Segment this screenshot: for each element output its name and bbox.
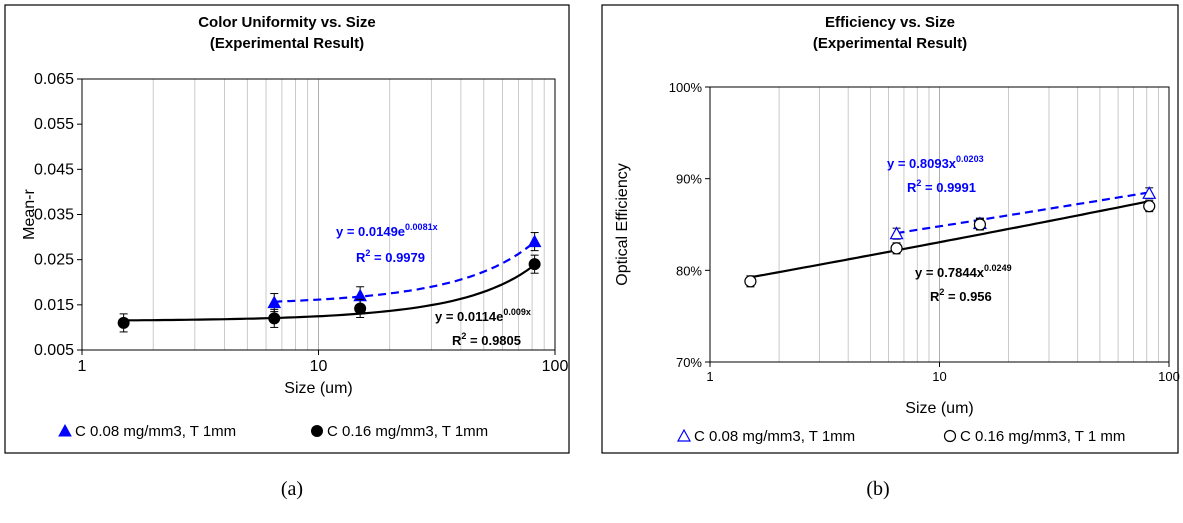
r-squared-label: R2 = 0.9979	[356, 248, 425, 265]
r-squared-value: = 0.9991	[921, 180, 976, 195]
data-point	[889, 226, 904, 240]
data-point	[1142, 186, 1157, 199]
x-axis-label: Size (um)	[284, 380, 352, 397]
r-squared-sup: 2	[916, 178, 921, 188]
y-tick-label: 0.025	[34, 252, 74, 269]
r-squared-prefix: R	[452, 333, 462, 348]
r-squared-prefix: R	[907, 180, 917, 195]
y-tick-label: 0.035	[34, 207, 74, 224]
chart-b-svg: Efficiency vs. Size (Experimental Result)…	[601, 4, 1180, 454]
chart-subtitle: (Experimental Result)	[813, 35, 967, 52]
y-axis-label: Mean-r	[21, 188, 38, 239]
y-tick-label: 100%	[669, 80, 703, 95]
y-tick-label: 0.055	[34, 116, 74, 133]
r-squared-label: R2 = 0.9805	[452, 331, 521, 348]
data-point	[354, 302, 367, 315]
legend-marker	[943, 429, 957, 443]
caption-a: (a)	[280, 478, 304, 500]
trendline-2	[750, 200, 1150, 279]
equation-base: y = 0.0149e	[336, 224, 405, 239]
chart-panel-b: Efficiency vs. Size (Experimental Result)…	[597, 0, 1183, 460]
chart-a-svg: Color Uniformity vs. Size (Experimental R…	[4, 4, 570, 454]
x-axis-label: Size (um)	[905, 400, 973, 417]
r-squared-value: = 0.9805	[466, 333, 521, 348]
data-point	[527, 234, 542, 248]
equation-base: y = 0.0114e	[435, 309, 503, 324]
data-point	[890, 242, 903, 255]
x-tick-label: 1	[78, 358, 87, 375]
legend-marker	[676, 428, 692, 442]
equation-exponent: 0.0249	[984, 263, 1012, 273]
y-tick-label: 0.005	[34, 342, 74, 359]
r-squared-value: = 0.956	[944, 289, 991, 304]
data-point	[267, 295, 282, 309]
data-point	[117, 316, 130, 329]
chart-subtitle: (Experimental Result)	[210, 35, 364, 52]
r-squared-prefix: R	[930, 289, 940, 304]
x-tick-label: 10	[310, 358, 328, 375]
data-point	[1143, 200, 1156, 213]
x-tick-label: 10	[932, 369, 946, 384]
y-tick-label: 0.045	[34, 161, 74, 178]
legend-marker	[311, 425, 323, 437]
r-squared-sup: 2	[365, 248, 370, 258]
chart-title: Efficiency vs. Size	[825, 14, 955, 31]
chart-panel-a: Color Uniformity vs. Size (Experimental R…	[0, 0, 574, 460]
r-squared-sup: 2	[461, 331, 466, 341]
r-squared-value: = 0.9979	[370, 250, 425, 265]
trendline-equation: y = 0.8093x0.0203	[887, 154, 984, 171]
y-tick-label: 0.015	[34, 297, 74, 314]
trendline-equation: y = 0.7844x0.0249	[915, 263, 1012, 280]
caption-b: (b)	[866, 478, 890, 500]
legend-label: C 0.08 mg/mm3, T 1mm	[75, 423, 236, 440]
data-point	[744, 275, 757, 288]
r-squared-label: R2 = 0.9991	[907, 178, 976, 195]
x-tick-label: 100	[542, 358, 569, 375]
legend-label: C 0.16 mg/mm3, T 1 mm	[960, 428, 1125, 445]
y-tick-label: 90%	[676, 172, 702, 187]
trendline-equation: y = 0.0149e0.0081x	[336, 222, 438, 239]
legend-label: C 0.16 mg/mm3, T 1mm	[327, 423, 488, 440]
equation-exponent: 0.0081x	[405, 222, 438, 232]
data-point	[268, 312, 281, 325]
chart-title: Color Uniformity vs. Size	[198, 14, 376, 31]
equation-exponent: 0.009x	[503, 307, 531, 317]
data-point	[528, 258, 541, 271]
y-tick-label: 80%	[676, 263, 702, 278]
equation-exponent: 0.0203	[956, 154, 984, 164]
legend-marker	[58, 423, 72, 437]
r-squared-sup: 2	[939, 287, 944, 297]
legend-label: C 0.08 mg/mm3, T 1mm	[694, 428, 855, 445]
trendline-equation: y = 0.0114e0.009x	[435, 307, 531, 324]
y-tick-label: 70%	[676, 355, 702, 370]
trendline-2	[123, 264, 536, 322]
r-squared-prefix: R	[356, 250, 366, 265]
x-tick-label: 100	[1158, 369, 1180, 384]
trendline-1	[274, 240, 536, 303]
equation-base: y = 0.7844x	[915, 265, 985, 280]
r-squared-label: R2 = 0.956	[930, 287, 992, 304]
data-point	[973, 218, 987, 231]
equation-base: y = 0.8093x	[887, 156, 957, 171]
trendline-1	[896, 191, 1150, 235]
y-axis-label: Optical Efficiency	[614, 163, 631, 285]
y-tick-label: 0.065	[34, 71, 74, 88]
x-tick-label: 1	[706, 369, 713, 384]
